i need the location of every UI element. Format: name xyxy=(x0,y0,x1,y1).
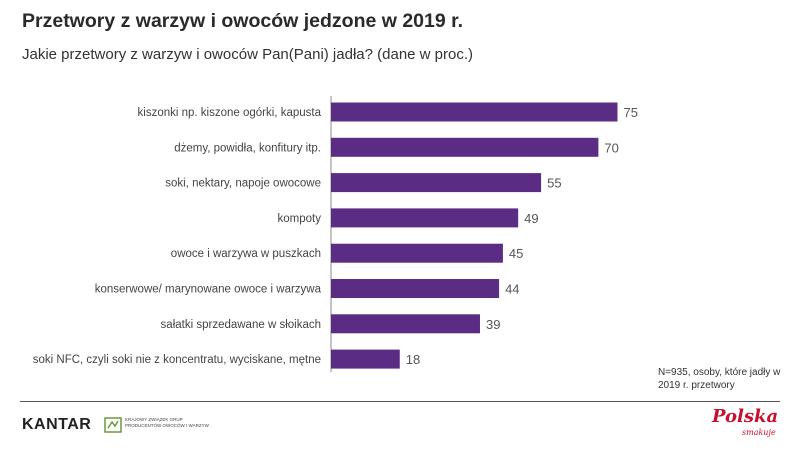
value-label: 55 xyxy=(547,176,561,191)
footer-divider xyxy=(20,401,780,402)
category-label: owoce i warzywa w puszkach xyxy=(171,248,321,260)
bar xyxy=(331,102,618,122)
bar xyxy=(331,349,400,369)
chart-subtitle: Jakie przetwory z warzyw i owoców Pan(Pa… xyxy=(22,46,474,63)
bar xyxy=(331,279,500,298)
bar xyxy=(331,208,519,228)
chart-title: Przetwory z warzyw i owoców jedzone w 20… xyxy=(22,10,464,32)
value-label: 45 xyxy=(509,246,523,261)
category-label: sałatki sprzedawane w słoikach xyxy=(161,319,321,331)
value-label: 75 xyxy=(624,105,638,120)
polska-smakuje-logo: Polska xyxy=(712,406,779,427)
value-label: 18 xyxy=(406,352,420,367)
kantar-logo: KANTAR xyxy=(22,416,92,433)
sample-note: N=935, osoby, które jadły w 2019 r. prze… xyxy=(658,367,781,391)
category-label: konserwowe/ marynowane owoce i warzywa xyxy=(95,284,322,296)
category-label: kompoty xyxy=(278,213,322,225)
value-label: 44 xyxy=(505,282,519,297)
bar xyxy=(331,173,542,193)
category-label: kiszonki np. kiszone ogórki, kapusta xyxy=(138,107,322,119)
bar-chart: kiszonki np. kiszone ogórki, kapusta 75 dż… xyxy=(33,96,638,372)
polska-smakuje-sub: smakuje xyxy=(742,428,776,437)
value-label: 70 xyxy=(604,140,618,155)
category-label: soki NFC, czyli soki nie z koncentratu, … xyxy=(33,354,321,366)
value-label: 39 xyxy=(486,317,500,332)
bar xyxy=(331,243,503,263)
partner-logo-text: Krajowy Związek Grup Producentów Owoców i… xyxy=(125,417,209,428)
partner-logo-icon xyxy=(104,417,122,433)
bar xyxy=(331,137,599,157)
bar xyxy=(331,314,480,334)
value-label: 49 xyxy=(524,211,538,226)
category-label: dżemy, powidła, konfitury itp. xyxy=(174,142,321,154)
category-label: soki, nektary, napoje owocowe xyxy=(165,178,321,190)
